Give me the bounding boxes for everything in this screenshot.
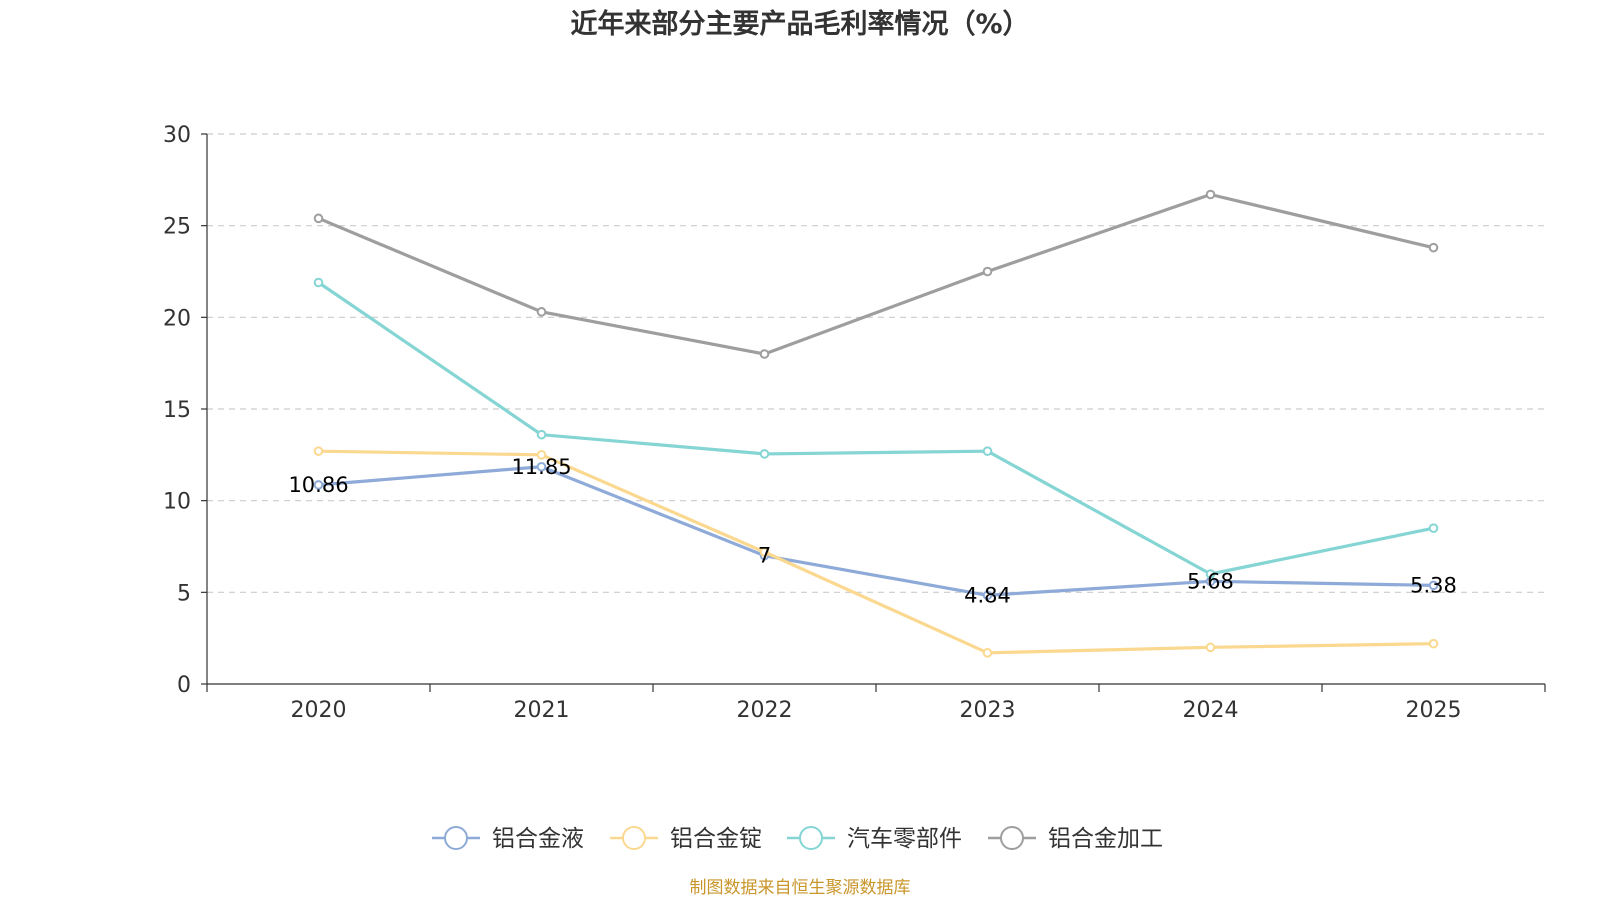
data-point	[313, 446, 324, 456]
data-point	[313, 277, 324, 288]
data-point	[536, 307, 547, 317]
data-label: 11.85	[511, 455, 571, 479]
data-point	[1205, 189, 1216, 200]
data-point	[536, 429, 547, 440]
x-tick-label: 2020	[291, 698, 347, 723]
chart-title: 近年来部分主要产品毛利率情况（%）	[570, 8, 1029, 40]
data-labels: 10.86 11.85 7 4.84 5.68 5.38	[288, 455, 1456, 608]
data-point	[536, 450, 547, 460]
x-tick-label: 2024	[1183, 698, 1239, 723]
x-tick-label: 2025	[1406, 698, 1462, 723]
legend-circle-icon	[1000, 826, 1024, 850]
legend-circle-icon	[799, 826, 823, 850]
data-point	[313, 213, 324, 224]
data-point	[1428, 242, 1439, 253]
data-point	[982, 648, 993, 658]
y-tick-label: 20	[163, 306, 191, 331]
legend-item[interactable]: 铝合金加工	[988, 826, 1163, 852]
grid	[207, 133, 1545, 593]
data-label: 7	[758, 544, 771, 568]
data-label: 10.86	[288, 473, 348, 497]
data-label: 5.68	[1187, 569, 1234, 593]
legend-item[interactable]: 铝合金液	[432, 826, 584, 852]
series-line-4	[317, 192, 1434, 356]
y-tick-label: 15	[163, 398, 191, 423]
data-point	[536, 461, 547, 472]
y-tick-label: 5	[177, 581, 191, 606]
y-tick-label: 30	[163, 123, 191, 148]
data-point	[759, 547, 770, 557]
data-point	[1205, 569, 1216, 579]
y-tick-label: 0	[177, 673, 191, 698]
data-point	[982, 446, 993, 456]
legend[interactable]: 铝合金液 铝合金锭 汽车零部件 铝合金加工	[432, 826, 1163, 852]
data-point	[1428, 523, 1439, 533]
legend-circle-icon	[444, 826, 468, 850]
legend-item[interactable]: 汽车零部件	[787, 826, 962, 852]
legend-item[interactable]: 铝合金锭	[610, 826, 762, 852]
legend-label: 铝合金锭	[670, 826, 762, 852]
series-line-1	[318, 465, 1434, 597]
legend-label: 铝合金液	[492, 826, 584, 852]
y-tick-label: 25	[163, 215, 191, 240]
legend-label: 铝合金加工	[1048, 826, 1163, 852]
data-point	[1428, 580, 1439, 591]
data-label: 5.38	[1410, 573, 1457, 597]
series-line-3	[317, 281, 1434, 576]
x-tick-label: 2023	[960, 698, 1016, 723]
data-label: 4.84	[964, 583, 1011, 607]
data-point	[982, 590, 993, 601]
data-point	[313, 480, 324, 490]
y-tick-label: 10	[163, 490, 191, 515]
data-point	[759, 449, 770, 459]
series-group	[313, 189, 1439, 658]
data-point	[759, 349, 770, 359]
x-tick-label: 2021	[514, 698, 570, 723]
data-point	[982, 266, 993, 277]
data-point	[1205, 642, 1216, 653]
legend-label: 汽车零部件	[847, 826, 962, 852]
source-note: 制图数据来自恒生聚源数据库	[690, 878, 911, 898]
data-point	[1428, 638, 1439, 649]
legend-circle-icon	[622, 826, 646, 850]
series-line-2	[318, 449, 1434, 655]
x-tick-label: 2022	[737, 698, 793, 723]
